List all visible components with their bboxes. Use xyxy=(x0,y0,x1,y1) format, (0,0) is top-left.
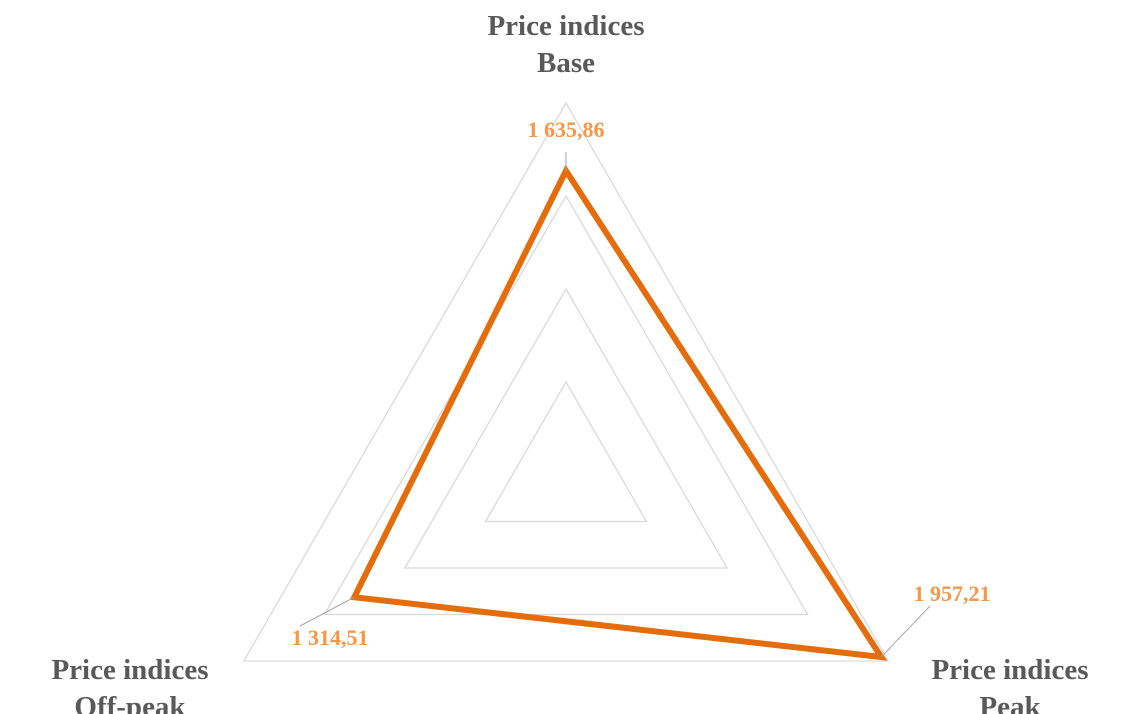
grid-ring xyxy=(484,380,648,523)
leader-line xyxy=(299,596,355,627)
value-label: 1 635,86 xyxy=(528,117,605,142)
value-label: 1 957,21 xyxy=(914,581,991,606)
series-line xyxy=(349,164,888,661)
category-label: Price indices Off-peak xyxy=(51,654,209,714)
grid-ring xyxy=(242,101,890,662)
leader-line xyxy=(880,605,931,658)
grid-ring xyxy=(403,287,729,569)
grid-ring xyxy=(323,194,809,616)
category-label: Price indices Peak xyxy=(931,654,1089,714)
value-label: 1 314,51 xyxy=(292,625,369,650)
category-label: Price indices Base xyxy=(487,10,645,79)
